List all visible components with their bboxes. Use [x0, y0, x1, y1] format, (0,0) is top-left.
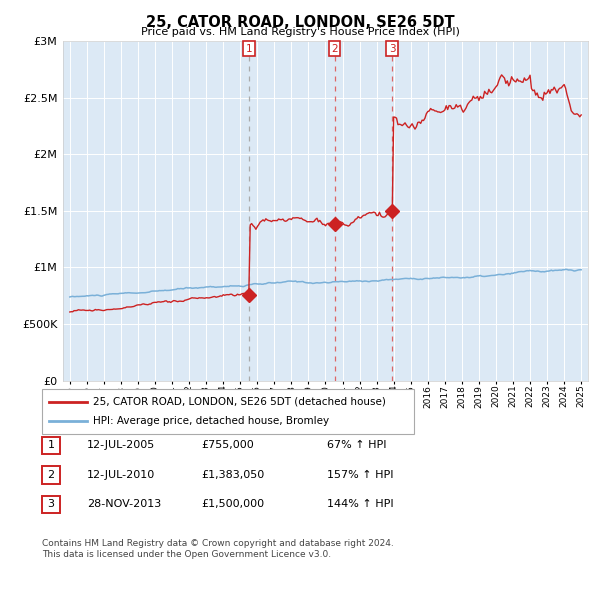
Text: Price paid vs. HM Land Registry's House Price Index (HPI): Price paid vs. HM Land Registry's House …	[140, 27, 460, 37]
Text: 25, CATOR ROAD, LONDON, SE26 5DT (detached house): 25, CATOR ROAD, LONDON, SE26 5DT (detach…	[93, 397, 386, 407]
Text: £1,500,000: £1,500,000	[201, 500, 264, 509]
Text: 1: 1	[47, 441, 55, 450]
Text: 28-NOV-2013: 28-NOV-2013	[87, 500, 161, 509]
Text: Contains HM Land Registry data © Crown copyright and database right 2024.: Contains HM Land Registry data © Crown c…	[42, 539, 394, 548]
Text: HPI: Average price, detached house, Bromley: HPI: Average price, detached house, Brom…	[93, 417, 329, 426]
Text: 2: 2	[331, 44, 338, 54]
Text: 1: 1	[246, 44, 253, 54]
Text: 3: 3	[389, 44, 395, 54]
Text: 67% ↑ HPI: 67% ↑ HPI	[327, 441, 386, 450]
Text: £1,383,050: £1,383,050	[201, 470, 264, 480]
Text: 2: 2	[47, 470, 55, 480]
Text: £755,000: £755,000	[201, 441, 254, 450]
Text: This data is licensed under the Open Government Licence v3.0.: This data is licensed under the Open Gov…	[42, 550, 331, 559]
Text: 3: 3	[47, 500, 55, 509]
Text: 12-JUL-2005: 12-JUL-2005	[87, 441, 155, 450]
Text: 144% ↑ HPI: 144% ↑ HPI	[327, 500, 394, 509]
Text: 25, CATOR ROAD, LONDON, SE26 5DT: 25, CATOR ROAD, LONDON, SE26 5DT	[146, 15, 454, 30]
Text: 157% ↑ HPI: 157% ↑ HPI	[327, 470, 394, 480]
Text: 12-JUL-2010: 12-JUL-2010	[87, 470, 155, 480]
